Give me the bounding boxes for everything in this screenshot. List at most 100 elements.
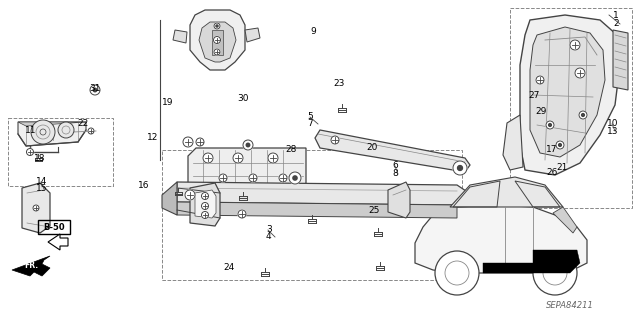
Circle shape bbox=[216, 25, 218, 27]
Polygon shape bbox=[177, 182, 472, 205]
Text: 6: 6 bbox=[393, 161, 398, 170]
Circle shape bbox=[203, 153, 213, 163]
Bar bbox=[8, 118, 113, 186]
Polygon shape bbox=[190, 10, 245, 70]
Text: 13: 13 bbox=[607, 127, 619, 136]
Polygon shape bbox=[162, 182, 177, 215]
Text: SEPA84211: SEPA84211 bbox=[546, 300, 594, 309]
Circle shape bbox=[268, 153, 278, 163]
Circle shape bbox=[202, 192, 209, 199]
Polygon shape bbox=[188, 148, 306, 191]
Text: 19: 19 bbox=[162, 98, 173, 107]
Polygon shape bbox=[530, 27, 605, 157]
Text: 29: 29 bbox=[535, 107, 547, 115]
Text: B-50: B-50 bbox=[43, 222, 65, 232]
Polygon shape bbox=[18, 122, 86, 126]
Polygon shape bbox=[520, 15, 620, 175]
Polygon shape bbox=[613, 30, 628, 90]
Text: 22: 22 bbox=[77, 119, 89, 128]
Text: 4: 4 bbox=[266, 232, 271, 241]
Circle shape bbox=[536, 76, 544, 84]
Polygon shape bbox=[12, 256, 50, 276]
Circle shape bbox=[88, 128, 94, 134]
Text: 24: 24 bbox=[223, 263, 235, 272]
Polygon shape bbox=[199, 22, 236, 62]
Circle shape bbox=[543, 261, 567, 285]
Circle shape bbox=[575, 68, 585, 78]
Polygon shape bbox=[212, 30, 223, 55]
Text: 11: 11 bbox=[25, 126, 36, 135]
Polygon shape bbox=[22, 183, 50, 233]
Circle shape bbox=[243, 140, 253, 150]
Text: 23: 23 bbox=[333, 79, 345, 88]
Text: 1: 1 bbox=[613, 11, 618, 20]
Bar bbox=[38, 220, 70, 234]
Circle shape bbox=[233, 153, 243, 163]
Text: 25: 25 bbox=[369, 206, 380, 215]
Circle shape bbox=[570, 40, 580, 50]
Text: 12: 12 bbox=[147, 133, 158, 142]
Circle shape bbox=[579, 111, 587, 119]
Text: 10: 10 bbox=[607, 119, 619, 128]
Polygon shape bbox=[415, 205, 587, 273]
Bar bbox=[510, 8, 632, 208]
Circle shape bbox=[453, 161, 467, 175]
Circle shape bbox=[214, 36, 221, 43]
Text: 30: 30 bbox=[237, 94, 249, 103]
Text: FR.: FR. bbox=[24, 262, 38, 271]
Circle shape bbox=[548, 123, 552, 126]
Polygon shape bbox=[48, 234, 68, 250]
Circle shape bbox=[31, 120, 55, 144]
Polygon shape bbox=[483, 263, 533, 273]
Text: 18: 18 bbox=[34, 154, 45, 163]
Circle shape bbox=[556, 141, 564, 149]
Text: 14: 14 bbox=[36, 177, 47, 186]
Circle shape bbox=[445, 261, 469, 285]
Circle shape bbox=[185, 190, 195, 200]
Circle shape bbox=[289, 172, 301, 184]
Circle shape bbox=[559, 144, 561, 146]
Circle shape bbox=[219, 174, 227, 182]
Text: 28: 28 bbox=[285, 145, 297, 154]
Text: 8: 8 bbox=[393, 169, 398, 178]
Circle shape bbox=[435, 251, 479, 295]
Polygon shape bbox=[173, 30, 187, 43]
Circle shape bbox=[249, 174, 257, 182]
Polygon shape bbox=[388, 182, 410, 218]
Text: 16: 16 bbox=[138, 181, 150, 189]
Text: 31: 31 bbox=[89, 84, 100, 93]
Text: 5: 5 bbox=[308, 112, 313, 121]
Polygon shape bbox=[533, 250, 580, 273]
Circle shape bbox=[533, 251, 577, 295]
Polygon shape bbox=[245, 28, 260, 42]
Circle shape bbox=[246, 143, 250, 147]
Circle shape bbox=[26, 149, 33, 155]
Text: 17: 17 bbox=[546, 145, 557, 154]
Polygon shape bbox=[18, 122, 86, 146]
Bar bbox=[162, 150, 462, 280]
Circle shape bbox=[293, 176, 297, 180]
Circle shape bbox=[93, 88, 97, 92]
Circle shape bbox=[458, 166, 463, 170]
Circle shape bbox=[58, 122, 74, 138]
Text: 2: 2 bbox=[613, 19, 618, 28]
Polygon shape bbox=[190, 183, 220, 226]
Circle shape bbox=[279, 174, 287, 182]
Circle shape bbox=[202, 211, 209, 219]
Text: 26: 26 bbox=[546, 168, 557, 177]
Polygon shape bbox=[503, 115, 523, 170]
Circle shape bbox=[546, 121, 554, 129]
Circle shape bbox=[33, 205, 39, 211]
Circle shape bbox=[214, 49, 220, 55]
Circle shape bbox=[196, 138, 204, 146]
Text: 27: 27 bbox=[529, 91, 540, 100]
Text: 9: 9 bbox=[311, 27, 316, 36]
Text: 15: 15 bbox=[36, 184, 47, 193]
Polygon shape bbox=[195, 190, 216, 218]
Polygon shape bbox=[450, 177, 563, 207]
Text: 21: 21 bbox=[556, 163, 568, 172]
Circle shape bbox=[214, 23, 220, 29]
Polygon shape bbox=[553, 207, 577, 233]
Text: 7: 7 bbox=[308, 119, 313, 128]
Circle shape bbox=[183, 137, 193, 147]
